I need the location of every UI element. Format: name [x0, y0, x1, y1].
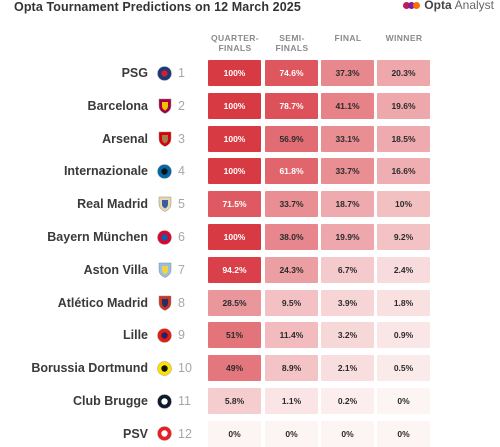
probability-cell: 100% — [208, 92, 261, 119]
column-header-line2: FINALS — [275, 43, 309, 53]
team-seed: 1 — [178, 66, 185, 80]
probability-cell: 11.4% — [265, 322, 318, 349]
team-name: Club Brugge — [73, 394, 148, 408]
team-seed: 6 — [178, 230, 185, 244]
probability-cell: 0.5% — [377, 355, 430, 382]
team-crest-icon — [157, 262, 172, 278]
probability-cell: 61.8% — [265, 158, 318, 185]
team-crest-icon — [157, 98, 172, 114]
probability-cell: 100% — [208, 158, 261, 185]
team-seed: 2 — [178, 98, 185, 113]
probability-cell: 0.2% — [321, 388, 374, 414]
probability-cell: 10% — [377, 191, 430, 218]
probability-cell: 94.2% — [208, 256, 261, 283]
probability-cell: 33.1% — [321, 125, 374, 152]
team-seed: 7 — [178, 262, 185, 277]
team-crest-icon — [157, 131, 172, 147]
probability-cell: 51% — [208, 322, 261, 349]
team-crest-icon — [157, 196, 172, 212]
probability-cell: 74.6% — [265, 60, 318, 86]
team-name: PSV — [122, 426, 148, 441]
team-crest-icon — [157, 426, 172, 442]
probability-cell: 100% — [208, 60, 261, 86]
column-header-line1: FINAL — [334, 33, 362, 43]
column-header-4: WINNER — [376, 33, 432, 43]
probability-cell: 2.1% — [321, 355, 374, 382]
probability-cell: 1.1% — [265, 388, 318, 414]
team-crest-icon — [157, 360, 172, 376]
team-name: Internazionale — [63, 164, 148, 179]
team-name: Arsenal — [102, 131, 148, 146]
team-seed: 8 — [178, 295, 185, 310]
team-seed: 12 — [178, 426, 192, 441]
probability-cell: 0.9% — [377, 322, 430, 349]
probability-cell: 1.8% — [377, 289, 430, 316]
column-header-3: FINAL — [320, 33, 376, 43]
probability-cell: 0% — [208, 420, 261, 447]
probability-cell: 19.9% — [321, 224, 374, 250]
probability-cell: 16.6% — [377, 158, 430, 185]
probability-cell: 33.7% — [265, 191, 318, 218]
brand-name: Opta — [424, 0, 452, 12]
probability-cell: 49% — [208, 355, 261, 382]
probability-cell: 18.7% — [321, 191, 374, 218]
team-name: Borussia Dortmund — [31, 361, 148, 376]
probability-cell: 9.5% — [265, 289, 318, 316]
probability-cell: 19.6% — [377, 92, 430, 119]
team-crest-icon — [157, 295, 172, 311]
team-name: Lille — [122, 328, 148, 343]
probability-cell: 8.9% — [265, 355, 318, 382]
probability-cell: 24.3% — [265, 256, 318, 283]
team-seed: 4 — [178, 164, 185, 179]
probability-cell: 100% — [208, 125, 261, 152]
probability-cell: 56.9% — [265, 125, 318, 152]
probability-cell: 9.2% — [377, 224, 430, 250]
team-seed: 9 — [178, 328, 185, 343]
column-header-1: QUARTER- FINALS — [207, 33, 263, 53]
opta-analyst-logo: Opta Analyst — [403, 0, 494, 12]
brand-sub: Analyst — [454, 0, 494, 12]
team-name: Aston Villa — [83, 262, 148, 277]
column-header-line2: FINALS — [218, 43, 252, 53]
probability-cell: 37.3% — [321, 60, 374, 86]
column-header-2: SEMI- FINALS — [264, 33, 320, 53]
column-header-line1: WINNER — [385, 33, 423, 43]
column-header-line1: SEMI- — [279, 33, 305, 43]
probability-cell: 20.3% — [377, 60, 430, 86]
team-seed: 5 — [178, 197, 185, 212]
probability-cell: 0% — [321, 420, 374, 447]
probability-cell: 78.7% — [265, 92, 318, 119]
probability-cell: 33.7% — [321, 158, 374, 185]
team-crest-icon — [157, 163, 172, 179]
team-crest-icon — [157, 327, 172, 343]
probability-cell: 3.2% — [321, 322, 374, 349]
probability-cell: 41.1% — [321, 92, 374, 119]
probability-cell: 6.7% — [321, 256, 374, 283]
team-seed: 10 — [178, 361, 192, 376]
team-name: Real Madrid — [77, 197, 148, 212]
column-header-line1: QUARTER- — [210, 33, 260, 43]
probability-cell: 2.4% — [377, 256, 430, 283]
probability-cell: 18.5% — [377, 125, 430, 152]
team-seed: 3 — [178, 131, 185, 146]
team-name: PSG — [121, 66, 148, 80]
page-title: Opta Tournament Predictions on 12 March … — [14, 0, 301, 14]
probability-cell: 3.9% — [321, 289, 374, 316]
probability-cell: 38.0% — [265, 224, 318, 250]
team-name: Bayern München — [47, 230, 148, 244]
team-seed: 11 — [178, 394, 191, 408]
probability-cell: 28.5% — [208, 289, 261, 316]
team-crest-icon — [157, 65, 172, 81]
opta-logo-icon — [403, 0, 421, 10]
probability-cell: 71.5% — [208, 191, 261, 218]
probability-cell: 0% — [265, 420, 318, 447]
probability-cell: 0% — [377, 388, 430, 414]
team-crest-icon — [157, 393, 172, 409]
probability-cell: 100% — [208, 224, 261, 250]
probability-cell: 0% — [377, 420, 430, 447]
team-name: Barcelona — [87, 98, 148, 113]
team-name: Atlético Madrid — [57, 295, 148, 310]
probability-cell: 5.8% — [208, 388, 261, 414]
team-crest-icon — [157, 229, 172, 245]
